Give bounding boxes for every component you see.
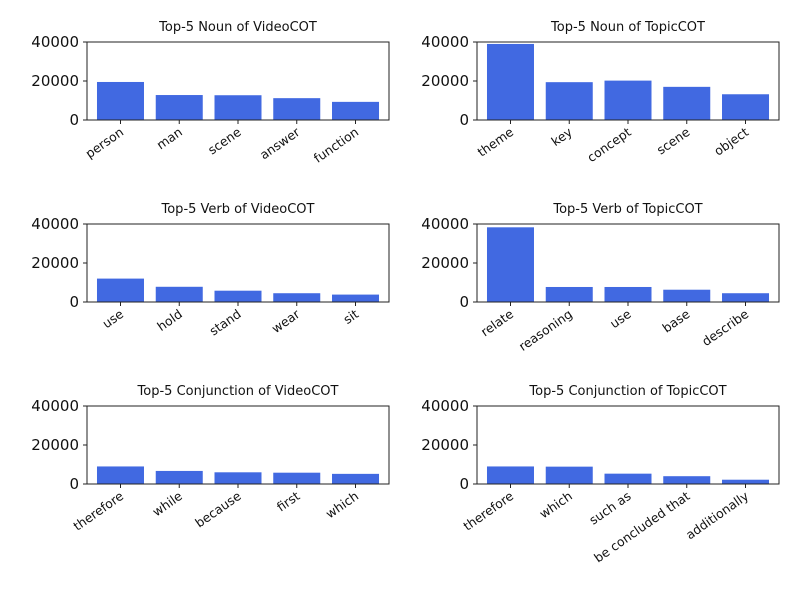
chart-panel-5: Top-5 Conjunction of VideoCOT therefore wh… [31, 384, 390, 534]
bar-hold [155, 286, 203, 302]
bar-therefore [96, 466, 144, 484]
x-tick-label: key [548, 124, 575, 149]
x-tick-label: therefore [70, 488, 126, 534]
x-tick-label: such as [586, 488, 633, 527]
x-tick-label: first [274, 488, 303, 514]
x-tick-label: while [149, 488, 185, 519]
x-tick-label: which [537, 488, 575, 521]
chart-title: Top-5 Noun of VideoCOT [158, 20, 317, 35]
chart-panel-4: Top-5 Verb of TopicCOT relate reasoning use… [421, 202, 780, 354]
bar-wear [273, 293, 321, 302]
x-tick-label: scene [205, 124, 244, 158]
x-tick-label: describe [699, 306, 751, 349]
y-tick-label: 40000 [31, 33, 79, 51]
bar-man [155, 95, 203, 120]
y-tick-label: 20000 [421, 254, 469, 272]
y-tick-label: 40000 [31, 215, 79, 233]
bar-function [332, 101, 380, 120]
bar-first [273, 472, 321, 484]
y-tick-label: 40000 [421, 397, 469, 415]
bar-key [545, 82, 593, 120]
chart-title: Top-5 Verb of VideoCOT [161, 202, 315, 217]
x-tick-label: sit [340, 306, 361, 327]
bar-theme [486, 43, 534, 121]
bar-while [155, 470, 203, 484]
bar-use [96, 278, 144, 302]
bar-answer [273, 98, 321, 120]
bar-base [663, 289, 711, 302]
bar-object [722, 94, 770, 120]
chart-panel-3: Top-5 Verb of VideoCOT use hold stand wear si… [31, 202, 390, 338]
bar-describe [722, 293, 770, 302]
chart-title: Top-5 Conjunction of VideoCOT [137, 384, 339, 399]
x-tick-label: concept [584, 124, 634, 165]
x-tick-label: be concluded that [591, 488, 692, 565]
x-tick-label: answer [257, 124, 303, 163]
bar-scene [214, 95, 262, 120]
bar-which [332, 473, 380, 484]
x-tick-label: wear [269, 306, 303, 336]
bar-reasoning [545, 286, 593, 302]
bar-stand [214, 290, 262, 302]
y-tick-label: 20000 [421, 72, 469, 90]
bar-additionally [722, 479, 770, 484]
x-tick-label: function [311, 124, 361, 166]
chart-title: Top-5 Verb of TopicCOT [552, 202, 702, 217]
bar-scene [663, 86, 711, 120]
y-tick-label: 40000 [421, 215, 469, 233]
x-tick-label: scene [654, 124, 693, 158]
chart-panel-2: Top-5 Noun of TopicCOT theme key concept sce… [421, 20, 780, 165]
y-tick-label: 40000 [421, 33, 469, 51]
x-tick-label: because [192, 488, 244, 530]
y-tick-label: 20000 [31, 254, 79, 272]
bar-such-as [604, 473, 652, 484]
chart-title: Top-5 Conjunction of TopicCOT [528, 384, 726, 399]
y-tick-label: 0 [69, 111, 79, 129]
bar-concept [604, 80, 652, 120]
y-tick-label: 20000 [421, 436, 469, 454]
y-tick-label: 0 [69, 293, 79, 311]
y-tick-label: 0 [69, 475, 79, 493]
x-tick-label: reasoning [516, 306, 575, 354]
bar-because [214, 472, 262, 484]
x-tick-label: use [99, 306, 126, 331]
bar-which [545, 466, 593, 484]
x-tick-label: base [659, 306, 692, 336]
y-tick-label: 20000 [31, 72, 79, 90]
x-tick-label: additionally [683, 488, 752, 542]
y-tick-label: 20000 [31, 436, 79, 454]
x-tick-label: therefore [460, 488, 516, 534]
bar-relate [486, 227, 534, 302]
chart-title: Top-5 Noun of TopicCOT [550, 20, 705, 35]
chart-panel-6: Top-5 Conjunction of TopicCOT therefore wh… [421, 384, 780, 565]
x-tick-label: relate [478, 306, 517, 339]
x-tick-label: hold [154, 306, 185, 334]
bar-be-concluded-that [663, 476, 711, 484]
chart-panel-1: Top-5 Noun of VideoCOT person man scene answ… [31, 20, 390, 166]
x-tick-label: object [711, 124, 751, 158]
bar-therefore [486, 466, 534, 484]
y-tick-label: 0 [459, 111, 469, 129]
x-tick-label: person [82, 124, 126, 161]
x-tick-label: use [607, 306, 634, 331]
x-tick-label: man [154, 124, 185, 152]
x-tick-label: which [323, 488, 361, 521]
bar-person [96, 81, 144, 120]
y-tick-label: 0 [459, 475, 469, 493]
x-tick-label: stand [206, 306, 243, 338]
y-tick-label: 0 [459, 293, 469, 311]
bar-sit [332, 294, 380, 302]
bar-use [604, 286, 652, 302]
y-tick-label: 40000 [31, 397, 79, 415]
x-tick-label: theme [475, 124, 517, 160]
